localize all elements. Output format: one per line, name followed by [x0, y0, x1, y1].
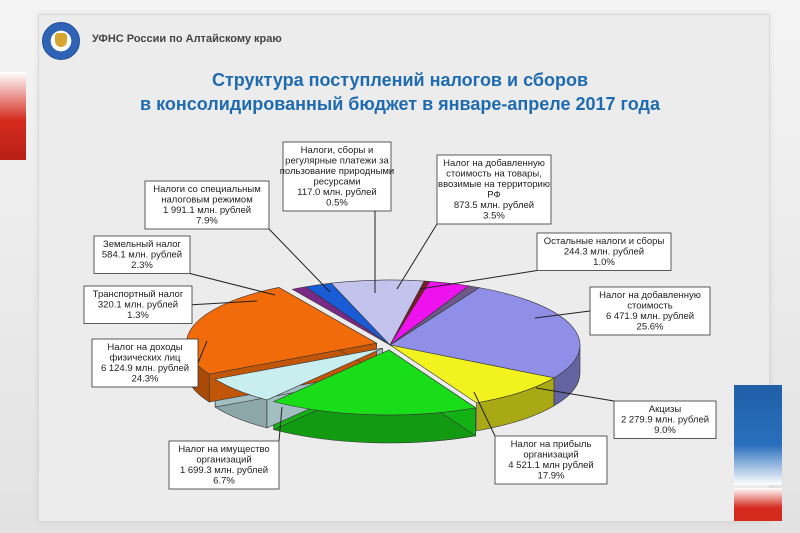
- pie-slice-8: [330, 279, 425, 346]
- label-text-line: организаций: [196, 455, 251, 466]
- label-box: [494, 435, 608, 485]
- label-text-line: 24.3%: [132, 374, 159, 385]
- label-text-line: 584.1 млн. рублей: [102, 250, 182, 261]
- label-box: [168, 440, 280, 490]
- label-text-line: 9.0%: [654, 425, 676, 436]
- label-text-line: Остальные налоги и сборы: [544, 236, 665, 247]
- label-box: [536, 232, 672, 271]
- label-box: [93, 235, 191, 274]
- label-text-line: физических лиц: [110, 353, 181, 364]
- label-text-line: 0.5%: [326, 198, 348, 209]
- label-text-line: налоговым режимом: [161, 195, 253, 206]
- label-text-line: 7.9%: [196, 216, 218, 227]
- label-text-line: 6 471.9 млн. рублей: [606, 311, 694, 322]
- leader-line: [535, 387, 615, 402]
- blue-accent-stripe-right: [734, 385, 782, 485]
- title-line-2: в консолидированный бюджет в январе-апре…: [140, 94, 660, 114]
- leader-line: [396, 223, 438, 290]
- label-text-line: 2 279.9 млн. рублей: [621, 415, 709, 426]
- title-line-1: Структура поступлений налогов и сборов: [211, 70, 589, 90]
- pie-slice-3: [272, 349, 477, 416]
- fns-emblem-icon: [42, 22, 80, 60]
- label-text-line: Земельный налог: [103, 239, 181, 250]
- leader-line: [268, 228, 331, 293]
- label-text-line: регулярные платежи за: [285, 156, 389, 167]
- label-text-line: Налог на добавленную: [443, 158, 545, 169]
- label-text-line: Налог на имущество: [178, 444, 269, 455]
- label-text-line: 25.6%: [637, 322, 664, 333]
- pie-slice-11: [389, 285, 481, 346]
- label-text-line: Налог на доходы: [107, 342, 182, 353]
- red-accent-stripe-left: [0, 72, 26, 160]
- leader-line: [473, 391, 496, 437]
- label-text-line: 2.3%: [131, 260, 153, 271]
- label-box: [436, 154, 552, 225]
- label-text-line: 244.3 млн. рублей: [564, 247, 644, 258]
- leader-line: [191, 300, 258, 306]
- label-box: [589, 286, 711, 336]
- label-text-line: 1 991.1 млн. рублей: [163, 205, 251, 216]
- label-text-line: Налоги, сборы и: [301, 145, 374, 156]
- label-text-line: организаций: [523, 450, 578, 461]
- leader-line: [189, 273, 276, 296]
- chart-title: Структура поступлений налогов и сборов в…: [120, 68, 680, 116]
- label-text-line: 3.5%: [483, 211, 505, 222]
- label-text-line: 6.7%: [213, 476, 235, 487]
- label-text-line: Налог на прибыль: [511, 439, 592, 450]
- label-text-line: Транспортный налог: [93, 289, 184, 300]
- label-text-line: 1.0%: [593, 257, 615, 268]
- label-text-line: ввозимые на территорию: [438, 179, 550, 190]
- label-text-line: 1 699.3 млн. рублей: [180, 465, 268, 476]
- label-text-line: 17.9%: [538, 471, 565, 482]
- leader-line: [534, 310, 591, 319]
- label-text-line: ресурсами: [313, 177, 360, 188]
- label-text-line: пользование природными: [280, 166, 395, 177]
- pie-slice-1: [389, 287, 581, 379]
- label-text-line: 1.3%: [127, 310, 149, 321]
- label-text-line: 873.5 млн. рублей: [454, 200, 534, 211]
- label-text-line: стоимость на товары,: [446, 169, 542, 180]
- label-text-line: 117.0 млн. рублей: [297, 187, 377, 198]
- leader-line: [197, 340, 208, 364]
- label-text-line: стоимость: [627, 301, 673, 312]
- leader-line: [278, 406, 283, 442]
- label-text-line: Налоги со специальным: [153, 184, 261, 195]
- pie-slice-2: [389, 344, 555, 404]
- red-accent-stripe-right: [734, 488, 782, 521]
- label-box: [613, 400, 717, 439]
- label-box: [91, 338, 199, 388]
- label-text-line: 4 521.1 млн рублей: [508, 460, 593, 471]
- label-text-line: 6 124.9 млн. рублей: [101, 363, 189, 374]
- label-text-line: РФ: [487, 190, 500, 201]
- label-text-line: 320.1 млн. рублей: [98, 300, 178, 311]
- label-text-line: Акцизы: [649, 404, 682, 415]
- label-box: [83, 285, 193, 324]
- leader-line: [419, 270, 538, 290]
- label-text-line: Налог на добавленную: [599, 290, 701, 301]
- label-box: [144, 180, 270, 230]
- pie-slice-4: [214, 347, 383, 401]
- label-box: [282, 141, 392, 212]
- organization-name: УФНС России по Алтайскому краю: [92, 33, 282, 45]
